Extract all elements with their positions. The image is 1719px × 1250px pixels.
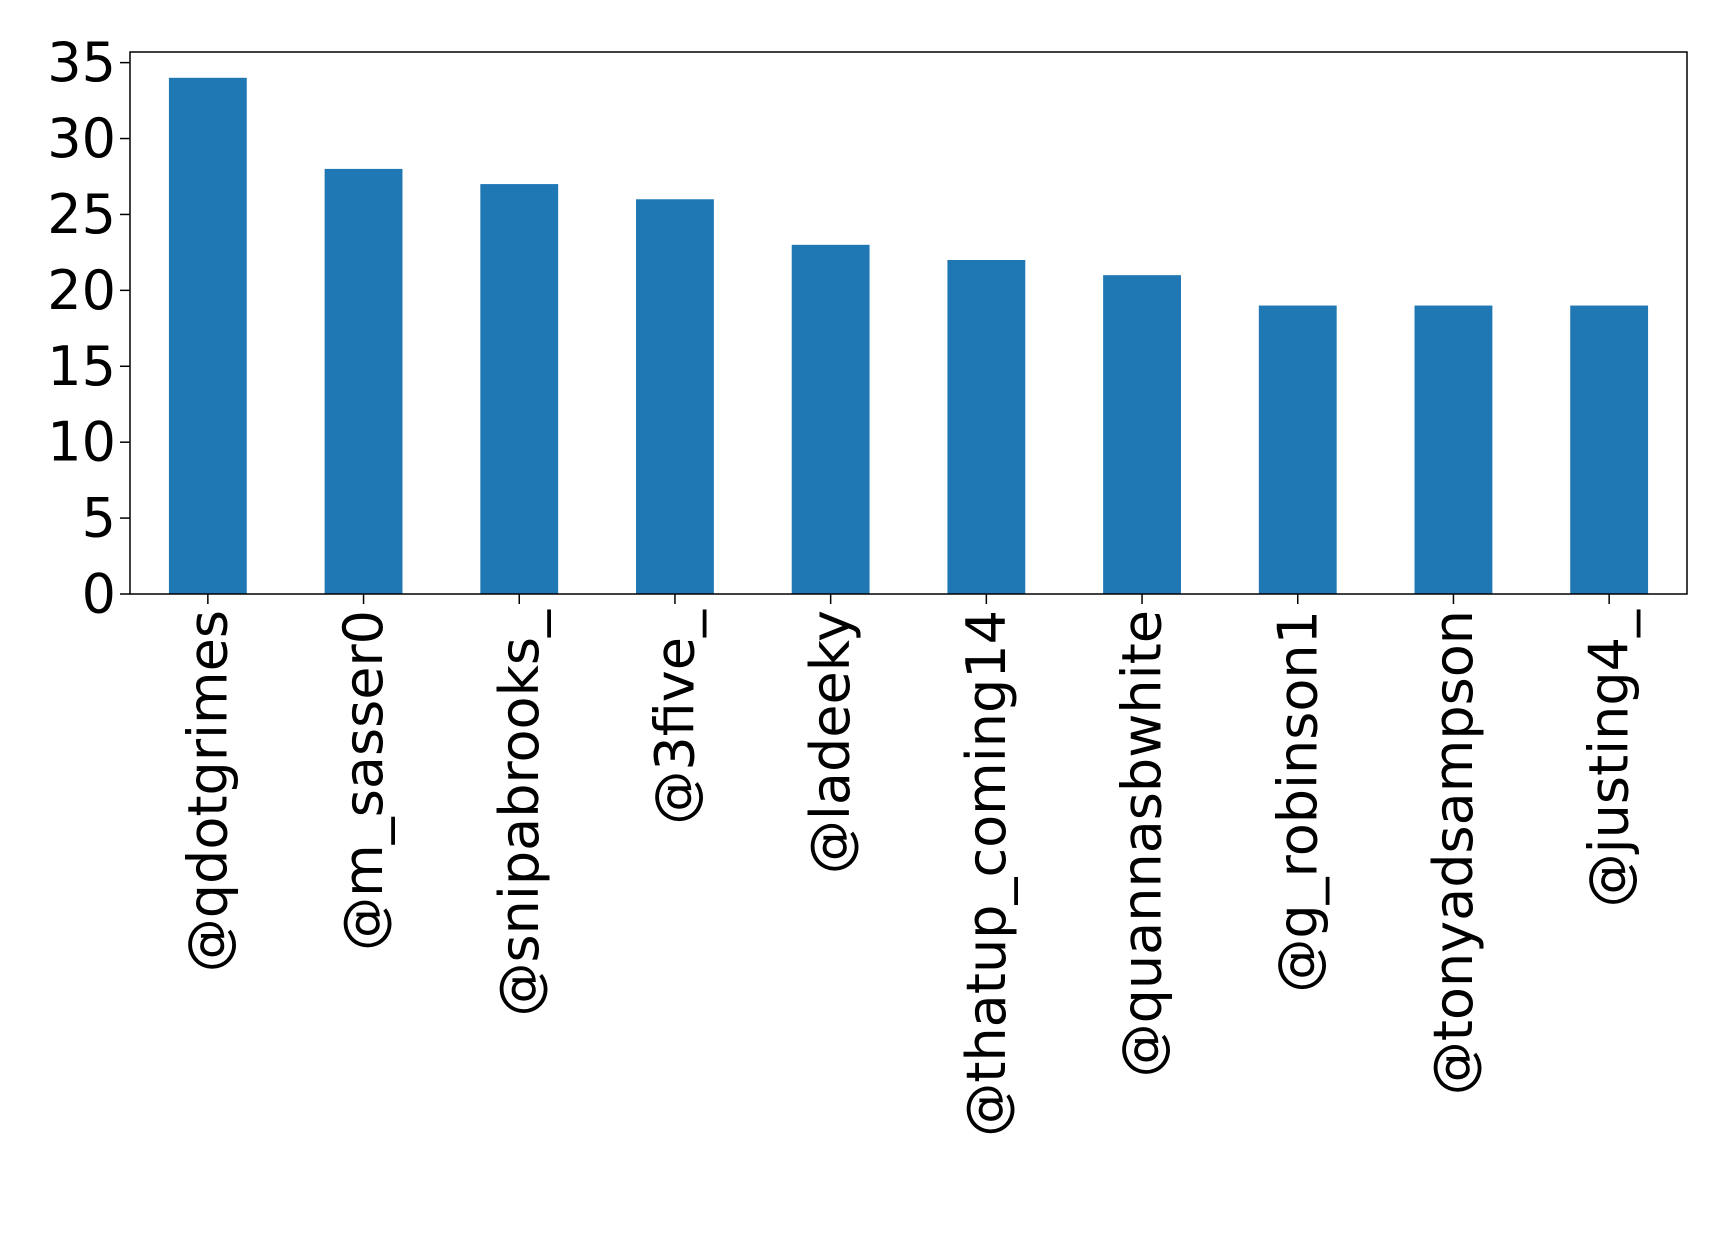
x-tick-label: @thatup_coming14 [955, 610, 1018, 1137]
bar-@justing4_ [1570, 305, 1649, 594]
y-tick-label: 15 [47, 335, 116, 398]
x-tick-label: @tonyadsampson [1422, 610, 1485, 1095]
x-tick-label: @justing4_ [1578, 609, 1641, 907]
x-tick-label: @3five_ [643, 609, 706, 825]
y-tick-label: 25 [47, 183, 116, 246]
x-axis: @qdotgrimes @m_sasser0 @snipabrooks_ @3five… [176, 594, 1641, 1137]
bar-@ladeeky [791, 244, 870, 595]
bar-@thatup_coming14 [947, 259, 1026, 594]
y-tick-label: 30 [47, 107, 116, 170]
y-tick-label: 35 [47, 31, 116, 94]
bar-@qdotgrimes [168, 77, 247, 595]
plot-frame [129, 51, 1688, 595]
y-axis: 0 5 10 15 20 25 30 35 [47, 31, 130, 626]
bar-@g_robinson1 [1258, 305, 1337, 594]
bars-group [168, 77, 1649, 595]
x-tick-label: @ladeeky [799, 610, 862, 874]
bar-@3five_ [636, 199, 714, 594]
y-tick-label: 10 [47, 411, 116, 474]
bar-@m_sasser0 [324, 168, 403, 594]
x-tick-label: @g_robinson1 [1266, 610, 1329, 993]
bar-@snipabrooks_ [480, 184, 559, 594]
x-tick-label: @m_sasser0 [332, 610, 395, 951]
bar-@quannasbwhite [1103, 275, 1181, 594]
bar-@tonyadsampson [1414, 305, 1493, 594]
x-tick-label: @snipabrooks_ [488, 609, 551, 1017]
y-tick-label: 5 [82, 487, 116, 550]
y-tick-label: 20 [47, 259, 116, 322]
x-tick-label: @quannasbwhite [1111, 610, 1174, 1077]
y-tick-label: 0 [82, 563, 116, 626]
x-tick-label: @qdotgrimes [176, 610, 239, 972]
